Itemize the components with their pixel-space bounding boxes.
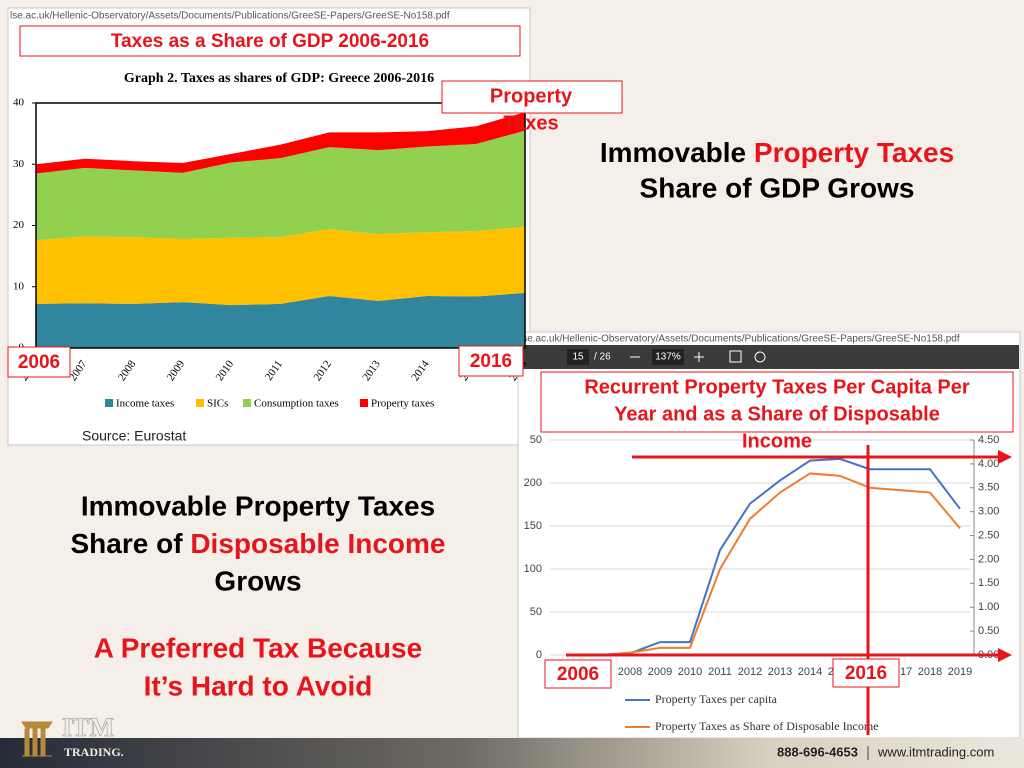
fit-icon[interactable] [729,350,742,363]
heading: Immovable Property Taxes [600,137,954,168]
y2-tick-label: 1.50 [978,577,999,589]
overlay-box [7,346,71,378]
area [36,112,525,174]
overlay-title: Income [742,430,812,452]
arrow [566,455,1000,657]
pdf-zoom: 137% [655,352,681,363]
y-tick-label: 0 [536,649,542,661]
area [36,292,525,348]
y-tick-label: 150 [524,520,542,532]
overlay-title: Year and as a Share of Disposable [614,403,940,425]
logo: TRADING. [64,745,124,759]
year-label: 2016 [470,351,512,372]
y-tick-label: 10 [13,280,25,292]
overlay-box [19,25,521,57]
zoom-box [652,349,684,365]
heading: Share of GDP Grows [640,172,915,203]
y2-tick-label: 2.50 [978,529,999,541]
x-tick-label: 2012 [738,666,762,678]
property-label: Taxes [503,112,558,134]
y-tick-label: 200 [524,477,542,489]
heading: Share of Disposable Income [71,528,446,559]
y2-tick-label: 4.50 [978,434,999,446]
footer [0,738,1024,768]
heading: Grows [214,565,301,596]
y2-tick-label: 3.00 [978,506,999,518]
legend-label: Property taxes [371,398,434,410]
line [570,472,961,656]
x-tick-label: 2014 [798,666,822,678]
heading-part: Property Taxes [754,137,954,168]
property-label: Property [490,85,573,107]
legend-swatch [243,399,251,407]
heading: Immovable Property Taxes [81,490,435,521]
legend-label: Property Taxes per capita [655,692,778,706]
year-label: 2006 [557,664,599,685]
y-tick-label: 100 [524,563,542,575]
y2-tick-label: 4.00 [978,458,999,470]
heading-part: Immovable [600,137,754,168]
x-tick-label: 2008 [618,666,642,678]
url: lse.ac.uk/Hellenic-Observatory/Assets/Do… [10,11,450,22]
pdf-pages: / 26 [594,352,611,363]
y-tick-label: 50 [530,434,542,446]
page-box[interactable] [567,349,589,365]
x-tick-label: 2011 [708,666,732,678]
legend-label: Income taxes [116,398,174,410]
y2-tick-label: 0.50 [978,625,999,637]
y-tick-label: 20 [13,219,25,231]
x-tick-label: 2019 [948,666,972,678]
legend-label: SICs [207,398,228,410]
y2-tick-label: 1.00 [978,601,999,613]
year-label: 2006 [18,352,60,373]
overlay-title: Recurrent Property Taxes Per Capita Per [584,376,970,398]
phone: 888-696-4653 [777,744,858,759]
y-tick-label: 50 [530,606,542,618]
y-tick-label: 30 [13,158,25,170]
heading-part: Share of [71,528,191,559]
logo: ITM [62,713,114,742]
chart-title: Graph 2. Taxes as shares of GDP: Greece … [124,71,434,86]
x-tick-label: 2010 [678,666,702,678]
y2-tick-label: 3.50 [978,482,999,494]
source: Source: Eurostat [82,428,186,444]
rotate-icon[interactable] [754,351,766,363]
x-tick-label: 2009 [648,666,672,678]
overlay-box [832,658,900,688]
zoom-in[interactable] [694,352,704,362]
area [36,130,525,241]
pdf-toolbar [519,345,1019,369]
tagline: A Preferred Tax Because [94,632,422,663]
tagline: It’s Hard to Avoid [144,670,373,701]
heading-part: Disposable Income [190,528,445,559]
url: lse.ac.uk/Hellenic-Observatory/Assets/Do… [520,334,960,345]
y2-tick-label: 2.00 [978,553,999,565]
legend-label: Property Taxes as Share of Disposable In… [655,719,879,733]
overlay-box [441,80,623,114]
overlay-box [544,659,612,689]
pdf-page: 15 [572,352,584,363]
legend-swatch [105,399,113,407]
legend-label: Consumption taxes [254,398,339,410]
area [36,226,525,306]
website: www.itmtrading.com [877,744,994,759]
legend-swatch [196,399,204,407]
overlay-box [458,345,524,377]
overlay-title: Taxes as a Share of GDP 2006-2016 [111,31,429,52]
logo-icon [21,721,53,757]
y-tick-label: 40 [13,97,25,109]
x-tick-label: 2013 [768,666,792,678]
overlay-box [540,371,1014,433]
legend-swatch [360,399,368,407]
x-tick-label: 2018 [918,666,942,678]
year-label: 2016 [845,663,887,684]
